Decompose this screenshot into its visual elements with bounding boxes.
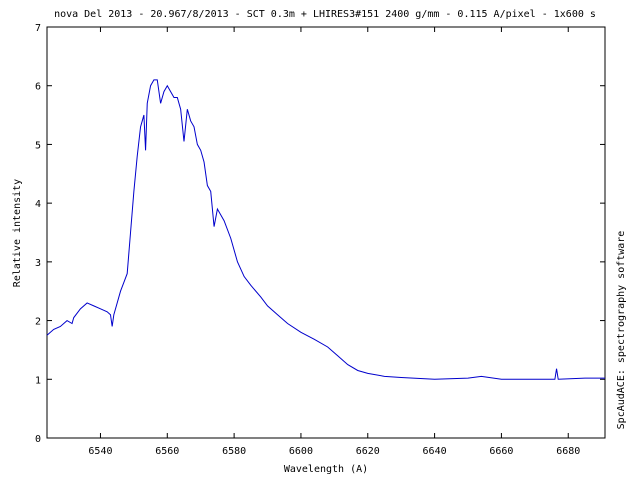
x-tick-label: 6560	[155, 446, 179, 457]
y-tick-label: 6	[35, 82, 41, 93]
y-tick-label: 0	[35, 434, 41, 445]
x-tick-label: 6600	[289, 446, 313, 457]
spectrum-line	[46, 79, 605, 380]
plot-frame	[46, 26, 606, 439]
x-tick-label: 6620	[356, 446, 380, 457]
y-tick-label: 5	[35, 140, 41, 151]
side-note: SpcAudACE: spectrography software	[616, 231, 627, 430]
x-axis-label: Wavelength (A)	[284, 464, 368, 475]
y-tick-label: 1	[35, 375, 41, 386]
y-tick-label: 7	[35, 23, 41, 34]
chart-title: nova Del 2013 - 20.967/8/2013 - SCT 0.3m…	[54, 9, 596, 20]
x-tick-label: 6660	[489, 446, 513, 457]
y-tick-label: 4	[35, 199, 41, 210]
x-tick-label: 6640	[423, 446, 447, 457]
x-tick-label: 6680	[556, 446, 580, 457]
x-tick-label: 6580	[222, 446, 246, 457]
y-axis-label: Relative intensity	[12, 179, 23, 287]
y-tick-label: 3	[35, 258, 41, 269]
x-tick-label: 6540	[88, 446, 112, 457]
y-tick-label: 2	[35, 317, 41, 328]
